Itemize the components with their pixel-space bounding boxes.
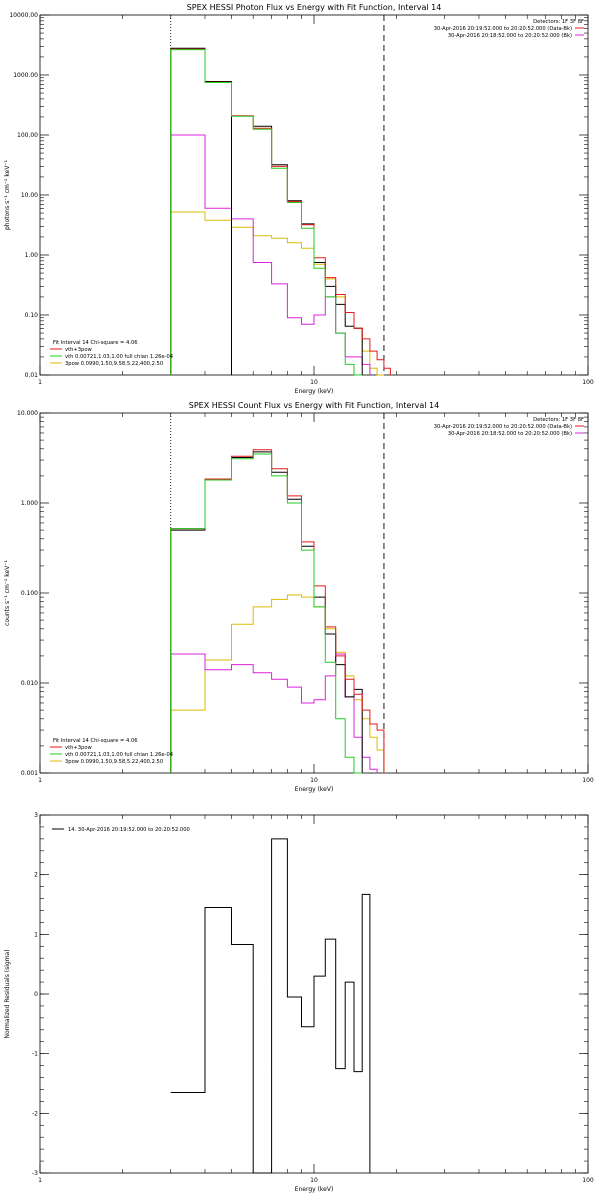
y-tick-label: 10.000 xyxy=(17,410,38,417)
series-vth-line xyxy=(170,49,363,376)
x-tick-label: 10 xyxy=(310,1177,318,1184)
y-tick-label: -1 xyxy=(32,1051,38,1058)
legend-item: vth 0.00721,1.03,1.00 full chian 1.26e-0… xyxy=(65,752,174,758)
y-tick-label: -2 xyxy=(32,1110,38,1117)
series-vth-3pow-line xyxy=(170,449,385,773)
series-3pow-line xyxy=(170,134,371,375)
series-14-30-apr-2016-20-19-52-000-to-20-20-52-000-line xyxy=(170,838,371,1174)
background-interval-label: 30-Apr-2016 20:18:52.000 to 20:20:52.000… xyxy=(448,33,572,39)
x-tick-label: 1 xyxy=(38,379,42,386)
y-tick-label: 100.00 xyxy=(17,132,38,139)
y-tick-label: 1000.00 xyxy=(13,72,38,79)
series-vth-line xyxy=(170,453,363,774)
y-tick-label: 2 xyxy=(34,872,38,879)
x-axis-label: Energy (keV) xyxy=(295,388,334,395)
series-yellow-line xyxy=(170,594,385,773)
y-tick-label: 10.00 xyxy=(21,192,38,199)
legend-item: vth+3pow xyxy=(65,347,93,353)
x-tick-label: 10 xyxy=(310,777,318,784)
detectors-label: Detectors: 1F 3F 8F xyxy=(533,19,584,25)
residuals-panel: 1 10 100 -3 -2 -1 0 1 2 3 Energy (keV) Normalized R… xyxy=(4,812,594,1193)
legend-item: vth+3pow xyxy=(65,745,93,751)
chart-title: SPEX HESSI Count Flux vs Energy with Fit… xyxy=(189,401,440,410)
y-tick-label: -3 xyxy=(32,1170,38,1177)
x-tick-label: 1 xyxy=(38,777,42,784)
series-3pow-line xyxy=(170,653,378,773)
data-interval-label: 30-Apr-2016 20:19:52.000 to 20:20:52.000… xyxy=(434,26,572,32)
series-data-line xyxy=(170,451,363,773)
series-vth-3pow-line xyxy=(170,48,391,375)
background-interval-label: 30-Apr-2016 20:18:52.000 to 20:20:52.000… xyxy=(448,431,572,437)
x-tick-label: 10 xyxy=(310,379,318,386)
data-interval-label: 30-Apr-2016 20:19:52.000 to 20:20:52.000… xyxy=(434,424,572,430)
count-flux-panel: SPEX HESSI Count Flux vs Energy with Fit… xyxy=(4,401,594,793)
y-tick-label: 1 xyxy=(34,931,38,938)
y-tick-label: 0.010 xyxy=(21,680,38,687)
y-tick-label: 0.001 xyxy=(21,770,38,777)
y-tick-label: 0.10 xyxy=(25,312,39,319)
y-axis-label: counts s⁻¹ cm⁻² keV⁻¹ xyxy=(4,560,11,626)
x-tick-label: 100 xyxy=(582,777,594,784)
legend-item: 3pow 0.0990,1.50,9.58,5.22,400,2.50 xyxy=(65,759,163,765)
y-tick-label: 1.000 xyxy=(21,500,38,507)
y-axis-label: Normalized Residuals (sigma) xyxy=(4,949,11,1038)
legend-fit-interval: Fit Interval 14 Chi-square = 4.06 xyxy=(53,738,138,744)
x-axis-label: Energy (keV) xyxy=(295,786,334,793)
y-tick-label: 0.01 xyxy=(25,372,39,379)
y-axis-label: photons s⁻¹ cm⁻² keV⁻¹ xyxy=(4,159,11,230)
y-tick-label: 1.00 xyxy=(25,252,39,259)
y-tick-label: 0 xyxy=(34,991,38,998)
y-tick-label: 10000.00 xyxy=(9,12,38,19)
y-tick-label: 0.100 xyxy=(21,590,38,597)
chart-title: SPEX HESSI Photon Flux vs Energy with Fi… xyxy=(187,3,442,12)
legend-item: 3pow 0.0990,1.50,9.58,5.22,400,2.50 xyxy=(65,361,163,367)
series-yellow-line xyxy=(170,211,384,376)
x-axis-label: Energy (keV) xyxy=(295,1186,334,1193)
y-tick-label: 3 xyxy=(34,812,38,819)
x-tick-label: 1 xyxy=(38,1177,42,1184)
x-tick-label: 100 xyxy=(582,1177,594,1184)
legend-item: vth 0.00721,1.03,1.00 full chian 1.26e-0… xyxy=(65,354,174,360)
legend-fit-interval: Fit Interval 14 Chi-square = 4.06 xyxy=(53,340,138,346)
legend-interval: 14. 30-Apr-2016 20:19:52.000 to 20:20:52… xyxy=(68,827,190,833)
photon-flux-panel: SPEX HESSI Photon Flux vs Energy with Fi… xyxy=(4,3,594,395)
x-tick-label: 100 xyxy=(582,379,594,386)
detectors-label: Detectors: 1F 3F 8F xyxy=(533,417,584,423)
